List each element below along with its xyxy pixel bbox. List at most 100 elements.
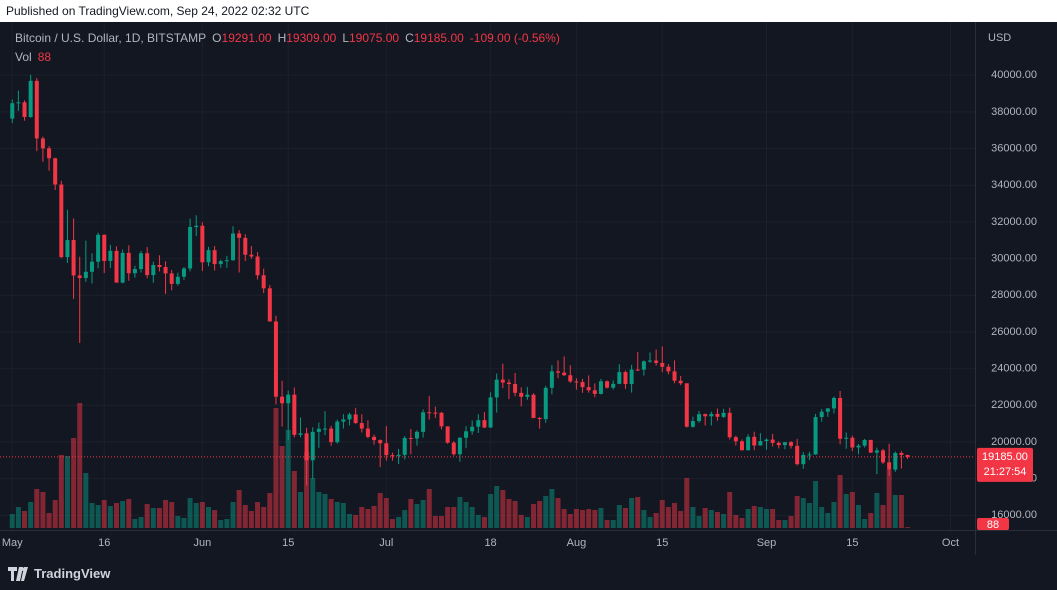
- candle-body: [231, 233, 236, 261]
- currency-label: USD: [988, 32, 1011, 44]
- candle-body: [261, 275, 266, 289]
- volume-bar: [782, 520, 788, 528]
- x-tick-label: Jul: [379, 537, 393, 549]
- candle-body: [267, 288, 272, 322]
- volume-bar: [359, 507, 365, 528]
- candle-body: [850, 437, 855, 448]
- candle-body: [782, 442, 787, 446]
- y-tick-label: 30000.00: [991, 252, 1037, 264]
- candle-body: [893, 452, 898, 470]
- candle-body: [488, 397, 493, 428]
- candle-body: [120, 252, 125, 283]
- candle-body: [739, 441, 744, 451]
- volume-bar: [708, 510, 714, 528]
- candle-body: [224, 260, 229, 262]
- volume-bar: [849, 492, 855, 528]
- candle-body: [47, 148, 52, 159]
- volume-bar: [46, 513, 52, 528]
- candle-body: [181, 268, 186, 277]
- volume-bar: [95, 505, 101, 528]
- volume-bar: [22, 511, 28, 528]
- y-tick-label: 32000.00: [991, 216, 1037, 228]
- legend-value: 19185.00: [413, 31, 464, 45]
- volume-bar: [629, 498, 635, 528]
- volume-bar: [169, 502, 175, 528]
- candle-body: [40, 138, 45, 149]
- volume-bar: [537, 501, 543, 528]
- candle-body: [874, 450, 879, 453]
- candle-body: [470, 426, 475, 432]
- candle-body: [96, 234, 101, 262]
- volume-bar: [432, 516, 438, 528]
- brand: TradingView: [8, 566, 110, 581]
- volume-bar: [855, 505, 861, 528]
- volume-bar: [230, 502, 236, 528]
- volume-bar: [745, 509, 751, 528]
- volume-bar: [586, 509, 592, 528]
- volume-bar: [445, 507, 451, 528]
- candle-body: [697, 414, 702, 422]
- candle-body: [562, 372, 567, 376]
- candle-body: [531, 394, 536, 418]
- volume-bar: [89, 503, 95, 528]
- volume-bar: [261, 507, 267, 528]
- volume-bar: [837, 475, 843, 528]
- legend-value: 19075.00: [349, 31, 400, 45]
- candle-body: [10, 103, 15, 119]
- volume-bar: [255, 502, 261, 528]
- volume-bar: [580, 510, 586, 528]
- volume-bar: [659, 500, 665, 528]
- candle-body: [899, 452, 904, 455]
- x-tick-label: 18: [484, 537, 496, 549]
- symbol: Bitcoin / U.S. Dollar, 1D, BITSTAMP: [15, 31, 207, 45]
- candle-body: [427, 412, 432, 414]
- candle-body: [206, 250, 211, 263]
- candle-body: [513, 384, 518, 393]
- volume-bar: [764, 509, 770, 528]
- volume-bar: [371, 506, 377, 528]
- candle-body: [316, 428, 321, 432]
- candle-body: [304, 433, 309, 461]
- legend-key: L: [342, 31, 349, 45]
- candle-body: [476, 420, 481, 427]
- candle-body: [341, 419, 346, 422]
- candle-body: [654, 360, 659, 363]
- candle-body: [666, 366, 671, 372]
- brand-text: TradingView: [34, 566, 111, 581]
- volume-bar: [205, 507, 211, 528]
- candle-body: [831, 397, 836, 409]
- candle-body: [500, 379, 505, 383]
- candle-body: [598, 381, 603, 394]
- candle-body: [568, 375, 573, 382]
- y-tick-label: 26000.00: [991, 326, 1037, 338]
- candle-body: [157, 264, 162, 268]
- grid: [0, 22, 975, 530]
- candle-body: [838, 397, 843, 439]
- candle-body: [758, 441, 763, 446]
- volume-bar: [469, 507, 475, 528]
- candle-body: [194, 225, 199, 228]
- candle-body: [310, 431, 315, 461]
- volume-bar: [340, 503, 346, 528]
- candle-body: [378, 440, 383, 444]
- y-tick-label: 24000.00: [991, 363, 1037, 375]
- volume-bar: [181, 518, 187, 528]
- candle-body: [102, 234, 107, 261]
- candle-body: [16, 102, 21, 104]
- x-tick-label: May: [2, 537, 23, 549]
- volume-bar: [457, 497, 463, 528]
- brand-logo: [8, 566, 28, 581]
- volume-bar: [806, 503, 812, 528]
- candle-body: [335, 421, 340, 443]
- volume-bar: [770, 509, 776, 528]
- candle-body: [795, 445, 800, 465]
- x-tick-label: 15: [656, 537, 668, 549]
- y-tick-label: 20000.00: [991, 436, 1037, 448]
- candle-body: [108, 250, 113, 261]
- volume-bar: [672, 503, 678, 528]
- volume-bar: [665, 507, 671, 528]
- volume-bar: [279, 446, 285, 528]
- volume-bar: [199, 502, 205, 528]
- volume-bar: [794, 496, 800, 528]
